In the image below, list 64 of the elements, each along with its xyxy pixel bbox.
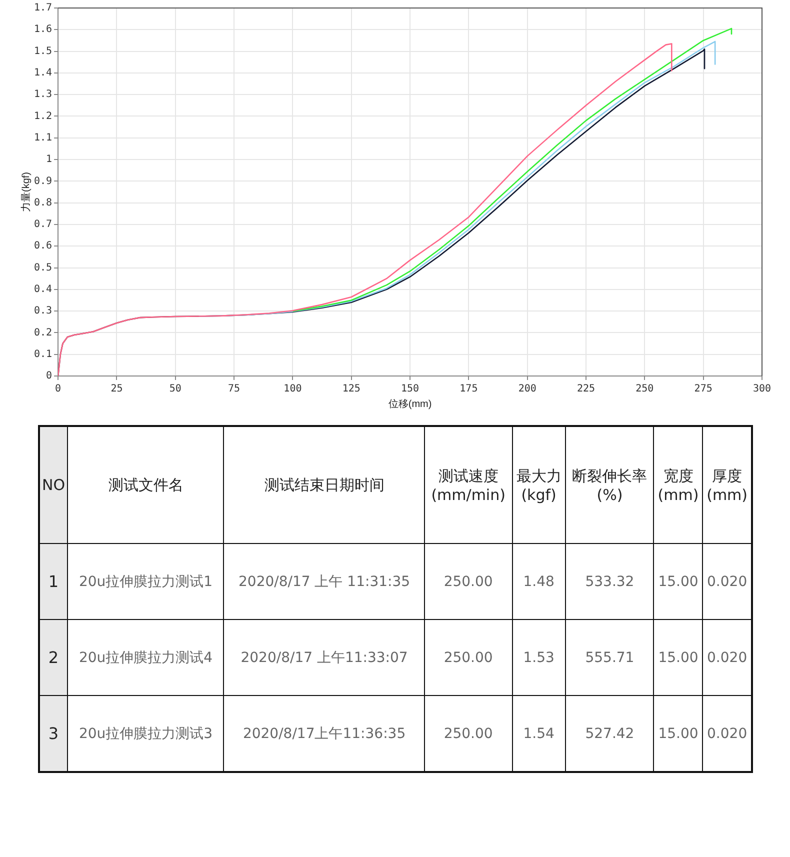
- y-tick-label: 0.3: [34, 306, 52, 317]
- x-tick-label: 150: [401, 384, 420, 395]
- text: 20u拉伸膜拉力测试4: [68, 620, 224, 696]
- x-tick-label: 225: [576, 384, 596, 395]
- x-tick-label: 25: [110, 384, 123, 395]
- text: 2020/8/17 上午11:33:07: [224, 620, 425, 696]
- x-tick-label: 75: [228, 384, 240, 395]
- text: 2020/8/17上午11:36:35: [224, 696, 425, 772]
- y-tick-label: 0.1: [34, 348, 52, 360]
- y-tick-label: 1.4: [34, 68, 52, 79]
- text: 527.42: [566, 696, 654, 772]
- text: 533.32: [566, 544, 654, 620]
- text: 555.71: [566, 620, 654, 696]
- x-tick-label: 175: [460, 384, 478, 395]
- x-tick-label: 250: [636, 384, 654, 395]
- text: 15.00: [654, 696, 703, 772]
- text: 1.53: [512, 620, 566, 696]
- category-label: 测试文件名: [68, 426, 224, 544]
- text: 250.00: [424, 544, 512, 620]
- x-axis-title: 位移(mm): [388, 398, 432, 410]
- text: 0.020: [702, 620, 752, 696]
- y-tick-label: 1.6: [34, 24, 52, 36]
- text: 0.020: [702, 544, 752, 620]
- y-tick-label: 0.4: [34, 284, 52, 296]
- y-tick-label: 0.6: [34, 240, 52, 252]
- text: 250.00: [424, 696, 512, 772]
- category-label: NO: [39, 426, 68, 544]
- text: 20u拉伸膜拉力测试3: [68, 696, 224, 772]
- text: 0.020: [702, 696, 752, 772]
- y-tick-label: 0.2: [34, 327, 52, 338]
- y-tick-label: 1.3: [34, 89, 52, 100]
- text: 15.00: [654, 620, 703, 696]
- x-tick-label: 50: [169, 384, 182, 395]
- text: 20u拉伸膜拉力测试1: [68, 544, 224, 620]
- text: 3: [39, 696, 68, 772]
- x-tick-label: 100: [284, 384, 302, 395]
- y-tick-label: 0: [46, 370, 52, 382]
- y-tick-label: 1.1: [34, 132, 52, 144]
- y-tick-label: 0.5: [34, 262, 52, 274]
- x-tick-label: 275: [694, 384, 712, 395]
- y-tick-label: 0.8: [34, 197, 52, 208]
- text: 1.48: [512, 544, 566, 620]
- y-tick-label: 1.7: [34, 2, 52, 14]
- y-tick-label: 1.2: [34, 110, 52, 122]
- text: 250.00: [424, 620, 512, 696]
- category-label: 测试结束日期时间: [224, 426, 425, 544]
- category-label: 厚度 (mm): [702, 426, 752, 544]
- text: 1.54: [512, 696, 566, 772]
- y-axis-title: 力量(kgf): [20, 172, 32, 212]
- x-tick-label: 300: [752, 384, 772, 395]
- y-tick-label: 0.7: [34, 219, 52, 230]
- category-label: 断裂伸长率 (%): [566, 426, 654, 544]
- text: 2020/8/17 上午 11:31:35: [224, 544, 425, 620]
- text: 15.00: [654, 544, 703, 620]
- y-tick-label: 0.9: [34, 176, 52, 187]
- y-tick-label: 1.5: [34, 46, 52, 57]
- category-label: 宽度 (mm): [654, 426, 703, 544]
- category-label: 测试速度 (mm/min): [424, 426, 512, 544]
- x-tick-label: 200: [518, 384, 536, 395]
- category-label: 最大力 (kgf): [512, 426, 566, 544]
- x-tick-label: 125: [342, 384, 360, 395]
- text: 2: [39, 620, 68, 696]
- x-tick-label: 0: [55, 384, 62, 395]
- y-tick-label: 1: [46, 154, 52, 166]
